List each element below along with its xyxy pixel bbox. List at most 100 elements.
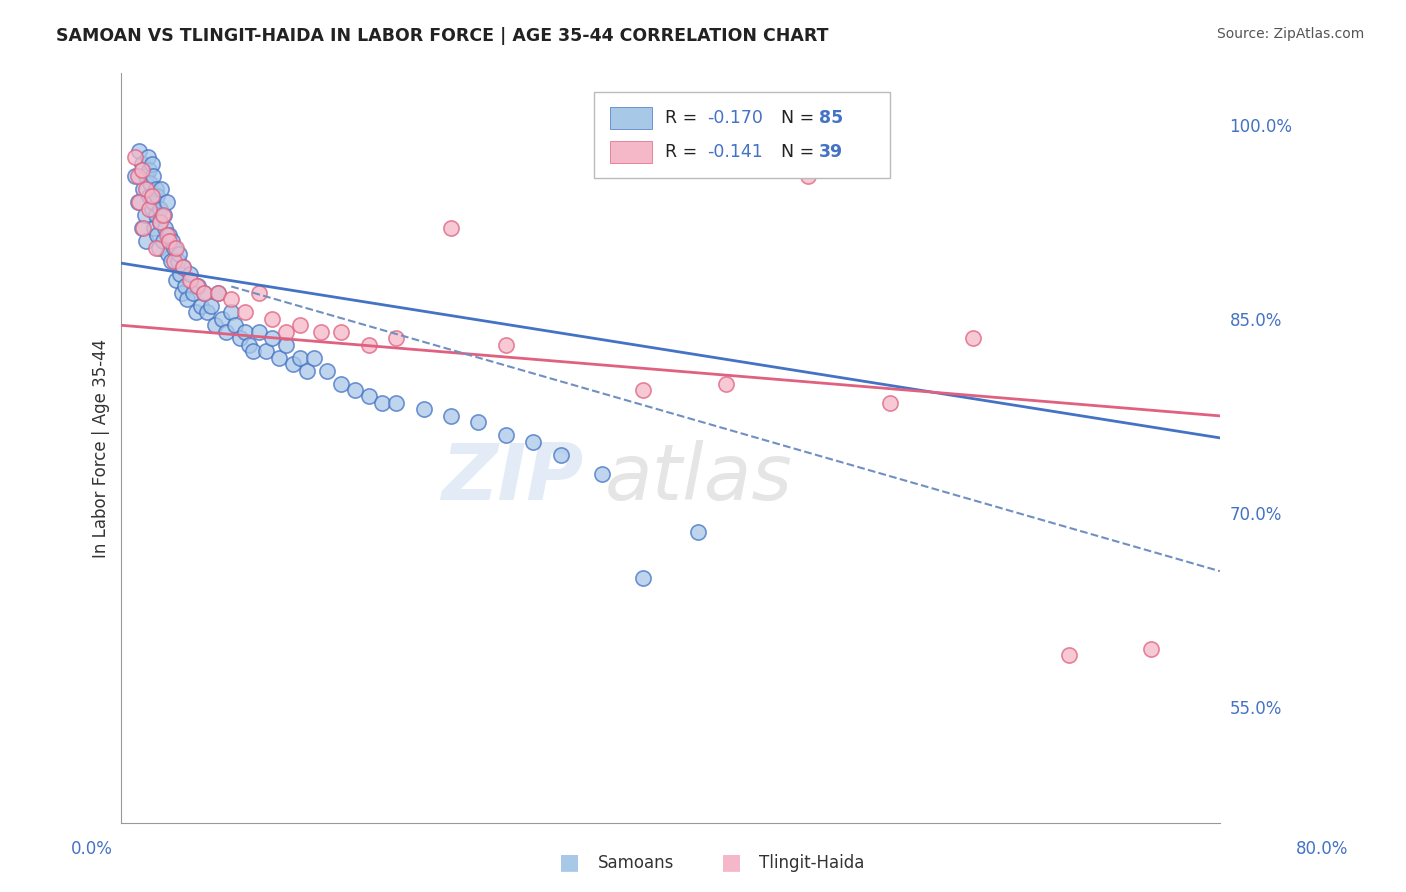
Point <box>145 208 167 222</box>
Point <box>276 337 298 351</box>
Point <box>371 396 394 410</box>
Point <box>138 189 160 203</box>
Text: N =: N = <box>769 144 820 161</box>
Point <box>141 189 163 203</box>
Text: -0.141: -0.141 <box>707 144 762 161</box>
Point <box>150 182 173 196</box>
Point <box>184 305 207 319</box>
Point <box>238 337 260 351</box>
Text: 80.0%: 80.0% <box>1295 840 1348 858</box>
Text: atlas: atlas <box>605 441 793 516</box>
Point <box>262 331 284 345</box>
Point <box>190 299 212 313</box>
Point <box>211 311 233 326</box>
Point <box>714 376 737 391</box>
Point <box>181 285 204 300</box>
Point <box>193 285 215 300</box>
Bar <box>610 106 652 128</box>
Point <box>495 337 517 351</box>
Point <box>153 208 176 222</box>
Point <box>159 227 181 242</box>
Point <box>155 221 177 235</box>
Point <box>173 279 195 293</box>
Point <box>162 241 184 255</box>
Point <box>128 144 150 158</box>
Point <box>187 279 209 293</box>
Point <box>440 409 463 423</box>
Point <box>357 337 380 351</box>
Point <box>591 467 613 482</box>
Point <box>495 428 517 442</box>
Point <box>440 221 463 235</box>
Text: 0.0%: 0.0% <box>70 840 112 858</box>
Point <box>242 344 264 359</box>
Bar <box>610 141 652 163</box>
Text: Samoans: Samoans <box>598 854 673 871</box>
Point <box>166 253 188 268</box>
Point <box>145 241 167 255</box>
Point <box>1140 641 1163 656</box>
Point <box>160 253 183 268</box>
Point <box>281 357 304 371</box>
Point <box>193 285 215 300</box>
Text: ■: ■ <box>721 853 741 872</box>
Point <box>136 150 159 164</box>
Point <box>276 325 298 339</box>
Point <box>141 202 163 216</box>
Point <box>127 169 149 184</box>
Point <box>207 285 229 300</box>
Point <box>550 448 572 462</box>
Point <box>127 195 149 210</box>
Point <box>309 325 332 339</box>
Point <box>269 351 291 365</box>
Point <box>135 169 157 184</box>
Point <box>343 383 366 397</box>
Point <box>219 293 242 307</box>
Text: Source: ZipAtlas.com: Source: ZipAtlas.com <box>1216 27 1364 41</box>
Point <box>186 279 208 293</box>
Point <box>149 215 172 229</box>
Point <box>215 325 238 339</box>
Point <box>262 311 284 326</box>
Point <box>152 208 174 222</box>
Point <box>1057 648 1080 663</box>
Point <box>385 331 408 345</box>
Point <box>165 241 187 255</box>
Point <box>131 156 153 170</box>
Point <box>131 221 153 235</box>
Point <box>157 247 180 261</box>
Point <box>138 163 160 178</box>
Point <box>412 402 434 417</box>
Point <box>145 182 167 196</box>
Point <box>288 351 311 365</box>
Point <box>631 571 654 585</box>
Text: 39: 39 <box>818 144 844 161</box>
Point <box>385 396 408 410</box>
Point <box>302 351 325 365</box>
Point <box>797 169 820 184</box>
Point <box>228 331 250 345</box>
Point <box>146 227 169 242</box>
Text: SAMOAN VS TLINGIT-HAIDA IN LABOR FORCE | AGE 35-44 CORRELATION CHART: SAMOAN VS TLINGIT-HAIDA IN LABOR FORCE |… <box>56 27 828 45</box>
Point <box>207 285 229 300</box>
Point <box>172 260 194 274</box>
Text: 85: 85 <box>818 109 844 127</box>
Point <box>162 234 184 248</box>
Point <box>631 383 654 397</box>
Point <box>159 234 181 248</box>
Point <box>146 189 169 203</box>
Point <box>295 363 318 377</box>
Point <box>176 293 198 307</box>
Point <box>132 182 155 196</box>
Point <box>124 150 146 164</box>
Point <box>143 221 166 235</box>
Point <box>138 202 160 216</box>
Point <box>179 273 201 287</box>
Point <box>179 267 201 281</box>
Point <box>195 305 218 319</box>
Point <box>128 195 150 210</box>
FancyBboxPatch shape <box>593 92 890 178</box>
Text: ZIP: ZIP <box>440 441 582 516</box>
Point <box>219 305 242 319</box>
Point <box>131 163 153 178</box>
